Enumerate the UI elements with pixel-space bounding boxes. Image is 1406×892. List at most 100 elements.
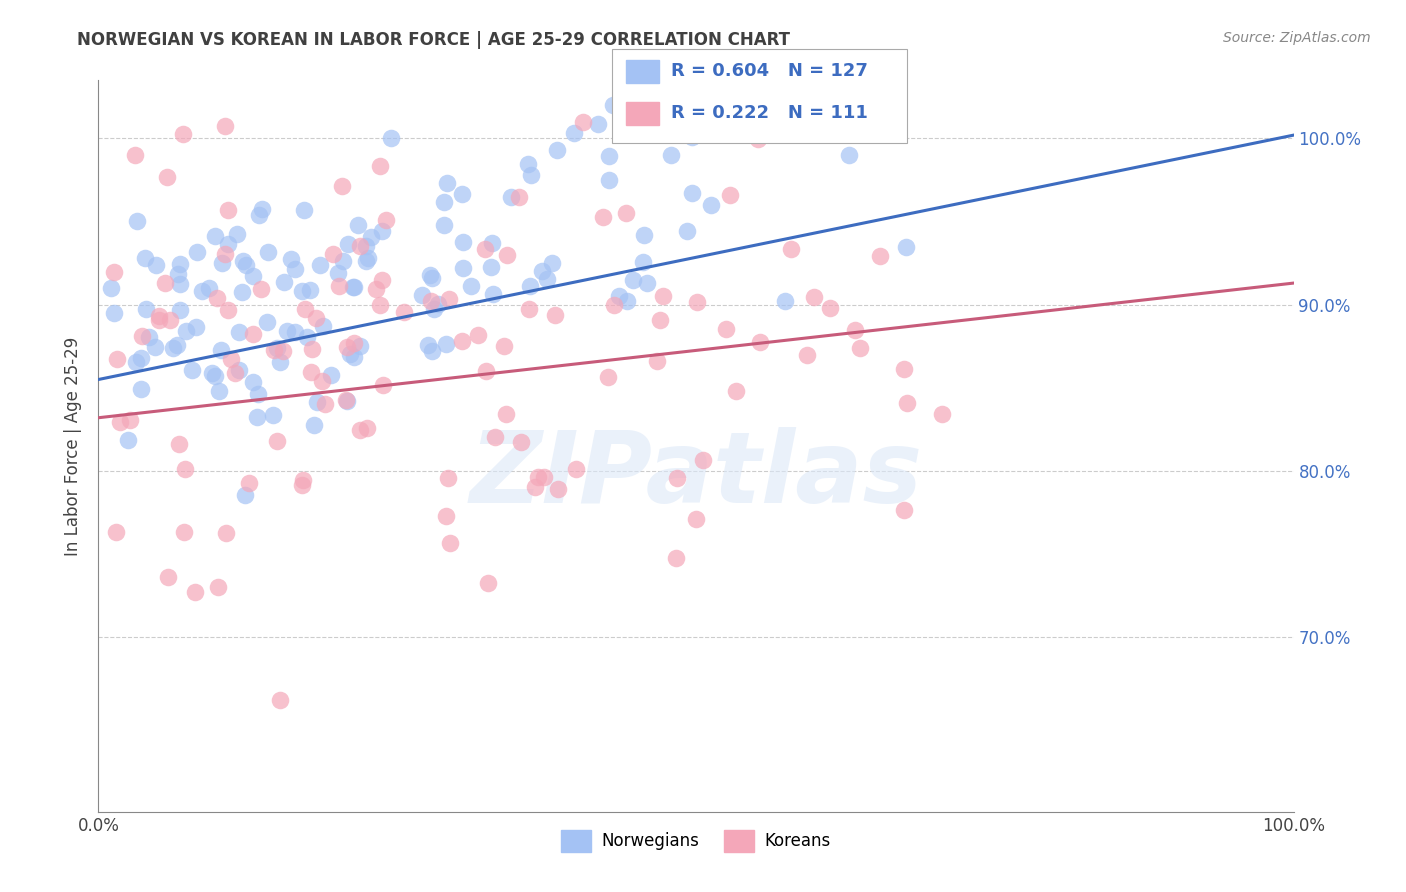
Point xyxy=(247,208,270,222)
Point xyxy=(479,260,502,274)
Point xyxy=(392,305,415,319)
Point xyxy=(775,294,797,309)
Point xyxy=(647,353,669,368)
Point xyxy=(145,258,167,272)
Point xyxy=(616,293,638,308)
Point xyxy=(232,254,254,268)
Point xyxy=(517,156,540,170)
Point xyxy=(433,194,456,209)
Point xyxy=(495,248,517,262)
Point xyxy=(508,189,530,203)
Point xyxy=(420,271,443,285)
Point xyxy=(314,396,336,410)
Point xyxy=(665,470,688,484)
Point xyxy=(484,429,506,443)
Point xyxy=(436,176,458,190)
Point xyxy=(169,302,191,317)
Point xyxy=(108,415,131,429)
Text: ZIPatlas: ZIPatlas xyxy=(470,426,922,524)
Point xyxy=(356,421,378,435)
Point xyxy=(349,423,371,437)
Point xyxy=(228,326,250,340)
Point xyxy=(349,239,371,253)
Point xyxy=(685,511,707,525)
Point xyxy=(235,258,257,272)
Point xyxy=(138,330,160,344)
Point xyxy=(207,580,229,594)
Point xyxy=(796,348,818,362)
Point xyxy=(125,355,148,369)
Point xyxy=(346,218,368,232)
Point xyxy=(343,279,366,293)
Point xyxy=(191,285,214,299)
Point xyxy=(172,127,194,141)
Point xyxy=(803,291,825,305)
Point xyxy=(544,308,567,322)
Point xyxy=(481,235,503,250)
Point xyxy=(896,396,918,410)
Point xyxy=(294,302,316,317)
Point xyxy=(633,227,655,242)
Point xyxy=(621,273,644,287)
Point xyxy=(217,302,239,317)
Point xyxy=(586,117,609,131)
Text: NORWEGIAN VS KOREAN IN LABOR FORCE | AGE 25-29 CORRELATION CHART: NORWEGIAN VS KOREAN IN LABOR FORCE | AGE… xyxy=(77,31,790,49)
Point xyxy=(724,384,747,398)
Point xyxy=(309,258,332,272)
Point xyxy=(598,173,620,187)
Point xyxy=(418,338,440,352)
Point xyxy=(419,294,441,309)
Point xyxy=(474,364,496,378)
Point xyxy=(848,341,870,355)
Point xyxy=(299,365,322,379)
Point xyxy=(647,112,669,127)
Point xyxy=(434,509,457,524)
Text: R = 0.222   N = 111: R = 0.222 N = 111 xyxy=(671,104,868,122)
Point xyxy=(602,98,624,112)
Point xyxy=(495,407,517,421)
Point xyxy=(931,407,953,421)
Point xyxy=(360,229,382,244)
Point xyxy=(322,246,344,260)
Point xyxy=(266,341,288,355)
Point xyxy=(273,275,295,289)
Point xyxy=(650,313,672,327)
Point xyxy=(482,286,505,301)
Point xyxy=(169,437,191,451)
Point xyxy=(716,322,738,336)
Point xyxy=(184,585,207,599)
Point xyxy=(349,339,371,353)
Point xyxy=(453,260,475,275)
Point xyxy=(198,281,221,295)
Point xyxy=(266,434,288,448)
Point xyxy=(326,266,349,280)
Point xyxy=(186,244,208,259)
Point xyxy=(655,119,678,133)
Point xyxy=(131,329,153,343)
Point xyxy=(494,339,516,353)
Point xyxy=(148,313,170,327)
Point xyxy=(343,336,366,351)
Point xyxy=(335,392,357,407)
Point xyxy=(342,280,364,294)
Point xyxy=(364,282,387,296)
Point xyxy=(299,284,322,298)
Point xyxy=(311,374,333,388)
Point xyxy=(305,394,328,409)
Point xyxy=(129,351,152,365)
Point xyxy=(356,239,378,253)
Point xyxy=(519,278,541,293)
Point xyxy=(565,462,588,476)
Point xyxy=(302,417,325,432)
Point xyxy=(598,370,620,384)
Point xyxy=(547,482,569,496)
Point xyxy=(467,327,489,342)
Point xyxy=(217,237,239,252)
Point xyxy=(211,256,233,270)
Point xyxy=(332,253,354,268)
Point xyxy=(173,462,195,476)
Point xyxy=(531,264,554,278)
Point xyxy=(291,284,314,298)
Point xyxy=(681,186,703,200)
Point xyxy=(280,252,302,267)
